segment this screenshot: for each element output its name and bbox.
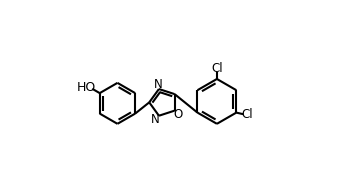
Text: HO: HO — [77, 81, 96, 94]
Text: Cl: Cl — [242, 108, 253, 121]
Text: N: N — [151, 113, 160, 126]
Text: N: N — [153, 78, 162, 91]
Text: O: O — [174, 108, 183, 121]
Text: Cl: Cl — [211, 62, 223, 75]
